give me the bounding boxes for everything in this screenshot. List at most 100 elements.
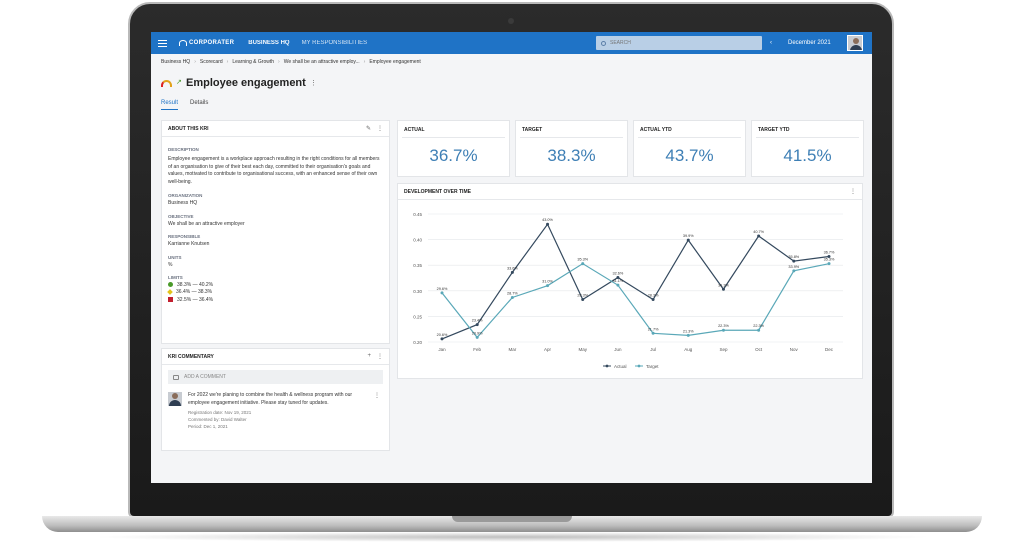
breadcrumb-separator: › [226, 59, 229, 65]
data-point-actual [440, 337, 444, 341]
breadcrumb-separator: › [278, 59, 280, 65]
tab-details[interactable]: Details [190, 100, 209, 106]
data-point-actual [757, 234, 761, 238]
breadcrumb-separator: › [194, 59, 196, 65]
more-options-icon[interactable]: ⋮ [850, 189, 856, 195]
organization-label: ORGANIZATION [168, 193, 203, 198]
legend-label: Actual [614, 364, 627, 369]
x-tick-label: Nov [790, 347, 799, 352]
kpi-actual-card: ACTUAL 36.7% [397, 120, 510, 177]
data-label-actual: 28.3% [648, 294, 659, 298]
x-tick-label: Mar [508, 347, 516, 352]
green-circle-icon [168, 282, 173, 287]
development-chart-card: DEVELOPMENT OVER TIME ⋮ 0.20 0.25 0.30 0.35… [397, 183, 863, 379]
app-screen: CORPORATER BUSINESS HQ MY RESPONSIBILITI… [151, 32, 872, 483]
legend-label: Target [646, 364, 659, 369]
logo-icon [179, 40, 187, 46]
edit-pencil-icon[interactable]: ✎ [365, 126, 371, 132]
units-label: UNITS [168, 254, 182, 260]
breadcrumb-item[interactable]: Scorecard [199, 59, 223, 65]
data-label-actual: 35.8% [788, 255, 799, 259]
page-title: Employee engagement [186, 77, 306, 89]
data-label-actual: 43.0% [542, 218, 553, 222]
period-prev-icon[interactable]: ‹ [770, 40, 772, 46]
data-point-target [475, 335, 479, 339]
page-header: ↗ Employee engagement ⋮ [161, 77, 317, 89]
data-label-target: 35.3% [577, 258, 588, 262]
x-tick-label: Sep [719, 347, 728, 352]
x-tick-label: Oct [755, 347, 763, 352]
data-label-target: 33.9% [788, 265, 799, 269]
nav-my-responsibilities[interactable]: MY RESPONSIBILITIES [301, 40, 368, 46]
data-point-actual [581, 298, 585, 302]
data-label-target: 21.3% [683, 329, 694, 333]
add-icon[interactable]: + [367, 353, 371, 359]
commenter-avatar [168, 392, 182, 406]
comment-more-icon[interactable]: ⋮ [374, 393, 380, 399]
more-options-icon[interactable]: ⋮ [377, 126, 383, 132]
data-label-target: 21.7% [648, 327, 659, 331]
laptop-notch [452, 516, 572, 522]
data-point-target [827, 262, 831, 266]
responsible-label: RESPONSIBLE [168, 234, 201, 239]
breadcrumb-item[interactable]: We shall be an attractive employ... [283, 59, 360, 65]
x-tick-label: Dec [825, 347, 834, 352]
user-avatar[interactable] [847, 35, 863, 51]
comment-item: For 2022 we're planing to combine the he… [168, 392, 383, 430]
search-input[interactable] [610, 40, 750, 46]
data-point-actual [827, 254, 831, 258]
breadcrumb-item[interactable]: Learning & Growth [232, 59, 275, 65]
nav-business-hq[interactable]: BUSINESS HQ [248, 40, 290, 46]
data-label-target: 22.3% [753, 324, 764, 328]
tab-bar: Result Details [161, 100, 208, 110]
data-point-target [616, 283, 620, 287]
kpi-value: 41.5% [783, 146, 832, 165]
top-navigation-bar: CORPORATER BUSINESS HQ MY RESPONSIBILITI… [151, 32, 872, 54]
data-label-target: 35.3% [824, 258, 835, 262]
data-label-target: 28.7% [507, 291, 518, 295]
limit-range: 32.5% — 36.4% [177, 296, 214, 303]
kpi-actual-ytd-card: ACTUAL YTD 43.7% [633, 120, 746, 177]
x-tick-label: May [578, 347, 587, 352]
limit-row-green: 38.3% — 40.2% [168, 282, 383, 288]
app-logo[interactable]: CORPORATER [179, 40, 234, 46]
data-point-actual [686, 238, 690, 242]
more-options-icon[interactable]: ⋮ [309, 80, 317, 87]
y-tick-label: 0.35 [413, 263, 422, 268]
data-label-actual: 33.6% [507, 266, 518, 270]
yellow-diamond-icon [167, 289, 173, 295]
x-tick-label: Apr [544, 347, 552, 352]
data-label-actual: 28.3% [577, 294, 588, 298]
data-point-actual [792, 259, 796, 263]
red-square-icon [168, 297, 173, 302]
data-label-actual: 20.6% [437, 333, 448, 337]
laptop-shadow [90, 532, 934, 542]
tab-result[interactable]: Result [161, 100, 179, 110]
data-label-target: 31.0% [542, 280, 553, 284]
about-kri-card: ABOUT THIS KRI ✎ ⋮ DESCRIPTION Employee e… [161, 120, 390, 344]
search-box [596, 36, 762, 50]
commentary-heading: KRI COMMENTARY [168, 353, 214, 360]
more-options-icon[interactable]: ⋮ [377, 354, 383, 360]
x-tick-label: Jan [438, 347, 446, 352]
comment-text: For 2022 we're planing to combine the he… [188, 392, 353, 406]
limit-row-red: 32.5% — 36.4% [168, 297, 383, 303]
kri-commentary-card: KRI COMMENTARY + ⋮ ADD A COMMENT For 2022… [161, 348, 390, 451]
breadcrumb-current: Employee engagement [369, 59, 421, 65]
kpi-value: 43.7% [665, 146, 714, 165]
y-tick-label: 0.45 [413, 212, 422, 217]
trend-up-icon: ↗ [176, 79, 182, 86]
kpi-target-card: TARGET 38.3% [515, 120, 628, 177]
comment-period: Period: Dec 1, 2021 [188, 424, 228, 429]
data-point-actual [475, 323, 479, 327]
breadcrumb-item[interactable]: Business HQ [161, 59, 191, 65]
data-label-actual: 39.9% [683, 234, 694, 238]
limit-range: 36.4% — 38.3% [176, 289, 213, 295]
legend-marker [637, 364, 641, 368]
hamburger-menu-icon[interactable] [151, 32, 173, 54]
period-label[interactable]: December 2021 [788, 40, 831, 46]
add-comment-field[interactable]: ADD A COMMENT [168, 370, 383, 384]
kpi-label: ACTUAL [402, 121, 505, 138]
y-tick-label: 0.20 [413, 340, 422, 345]
laptop-base [42, 516, 982, 532]
